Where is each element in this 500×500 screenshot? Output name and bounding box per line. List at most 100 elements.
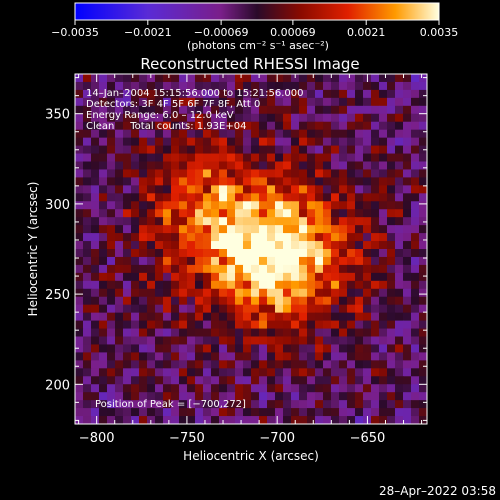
colorbar-tick-label-0: −0.0035 <box>51 26 99 39</box>
heatmap-cell <box>227 241 236 250</box>
heatmap-cell <box>203 225 212 234</box>
heatmap-cell <box>323 304 332 314</box>
heatmap-cell <box>411 161 420 171</box>
heatmap-cell <box>211 256 220 266</box>
heatmap-cell <box>107 177 116 186</box>
heatmap-cell <box>283 344 292 353</box>
heatmap-cell <box>171 264 180 274</box>
heatmap-cell <box>395 416 404 424</box>
annotation-line-1: 14–Jan–2004 15:15:56.000 to 15:21:56.000 <box>86 88 304 99</box>
heatmap-cell <box>419 193 427 202</box>
heatmap-cell <box>107 264 116 274</box>
heatmap-cell <box>275 400 284 409</box>
heatmap-cell <box>315 400 324 409</box>
heatmap-cell <box>163 97 172 107</box>
heatmap-cell <box>363 121 372 131</box>
heatmap-cell <box>411 169 420 178</box>
heatmap-cell <box>339 264 348 274</box>
heatmap-cell <box>419 352 427 361</box>
heatmap-cell <box>403 137 412 147</box>
heatmap-cell <box>347 296 356 306</box>
heatmap-cell <box>371 161 380 171</box>
heatmap-cell <box>299 121 308 131</box>
heatmap-cell <box>123 320 132 330</box>
heatmap-cell <box>275 360 284 369</box>
heatmap-cell <box>411 288 420 298</box>
heatmap-cell <box>179 169 188 178</box>
heatmap-cell <box>267 193 276 202</box>
heatmap-cell <box>83 376 92 385</box>
heatmap-cell <box>195 376 204 385</box>
heatmap-cell <box>171 328 180 338</box>
heatmap-cell <box>115 201 124 210</box>
heatmap-cell <box>139 368 148 377</box>
heatmap-cell <box>299 145 308 155</box>
heatmap-cell <box>283 209 292 218</box>
heatmap-cell <box>171 217 180 226</box>
heatmap-cell <box>219 408 228 417</box>
heatmap-cell <box>347 177 356 186</box>
heatmap-cell <box>115 193 124 202</box>
heatmap-cell <box>115 81 124 91</box>
heatmap-cell <box>403 416 412 424</box>
heatmap-cell <box>371 153 380 163</box>
heatmap-cell <box>347 344 356 353</box>
heatmap-cell <box>323 121 332 131</box>
heatmap-cell <box>155 241 164 250</box>
heatmap-cell <box>299 169 308 178</box>
heatmap-cell <box>259 344 268 353</box>
heatmap-cell <box>203 209 212 218</box>
heatmap-cell <box>323 408 332 417</box>
heatmap-cell <box>131 177 140 186</box>
heatmap-cell <box>299 177 308 186</box>
heatmap-cell <box>275 177 284 186</box>
heatmap-cell <box>331 241 340 250</box>
heatmap-cell <box>155 105 164 115</box>
heatmap-cell <box>195 320 204 330</box>
heatmap-cell <box>131 193 140 202</box>
heatmap-cell <box>307 384 316 393</box>
heatmap-cell <box>179 280 188 290</box>
heatmap-cell <box>83 384 92 393</box>
heatmap-cell <box>75 320 84 330</box>
heatmap-cell <box>387 328 396 338</box>
heatmap-cell <box>339 256 348 266</box>
heatmap-cell <box>179 145 188 155</box>
heatmap-cell <box>283 153 292 163</box>
heatmap-cell <box>75 225 84 234</box>
heatmap-cell <box>179 201 188 210</box>
heatmap-cell <box>395 328 404 338</box>
heatmap-cell <box>227 344 236 353</box>
heatmap-cell <box>347 264 356 274</box>
heatmap-cell <box>355 113 364 123</box>
heatmap-cell <box>83 113 92 123</box>
heatmap-cell <box>307 256 316 266</box>
heatmap-cell <box>219 177 228 186</box>
heatmap-cell <box>363 241 372 250</box>
heatmap-cell <box>75 256 84 266</box>
heatmap-cell <box>243 121 252 131</box>
heatmap-cell <box>315 288 324 298</box>
heatmap-cell <box>251 177 260 186</box>
heatmap-cell <box>91 368 100 377</box>
heatmap-cell <box>107 113 116 123</box>
heatmap-cell <box>331 376 340 385</box>
heatmap-cell <box>363 105 372 115</box>
heatmap-cell <box>99 384 108 393</box>
heatmap-cell <box>171 408 180 417</box>
heatmap-cell <box>235 241 244 250</box>
heatmap-cell <box>83 225 92 234</box>
heatmap-cell <box>243 288 252 298</box>
heatmap-cell <box>347 74 356 83</box>
heatmap-cell <box>243 209 252 218</box>
heatmap-cell <box>227 296 236 306</box>
heatmap-cell <box>107 145 116 155</box>
heatmap-cell <box>283 161 292 171</box>
heatmap-cell <box>387 193 396 202</box>
heatmap-cell <box>227 225 236 234</box>
heatmap-cell <box>227 169 236 178</box>
heatmap-cell <box>267 185 276 194</box>
heatmap-cell <box>363 368 372 377</box>
heatmap-cell <box>187 288 196 298</box>
heatmap-cell <box>75 368 84 377</box>
